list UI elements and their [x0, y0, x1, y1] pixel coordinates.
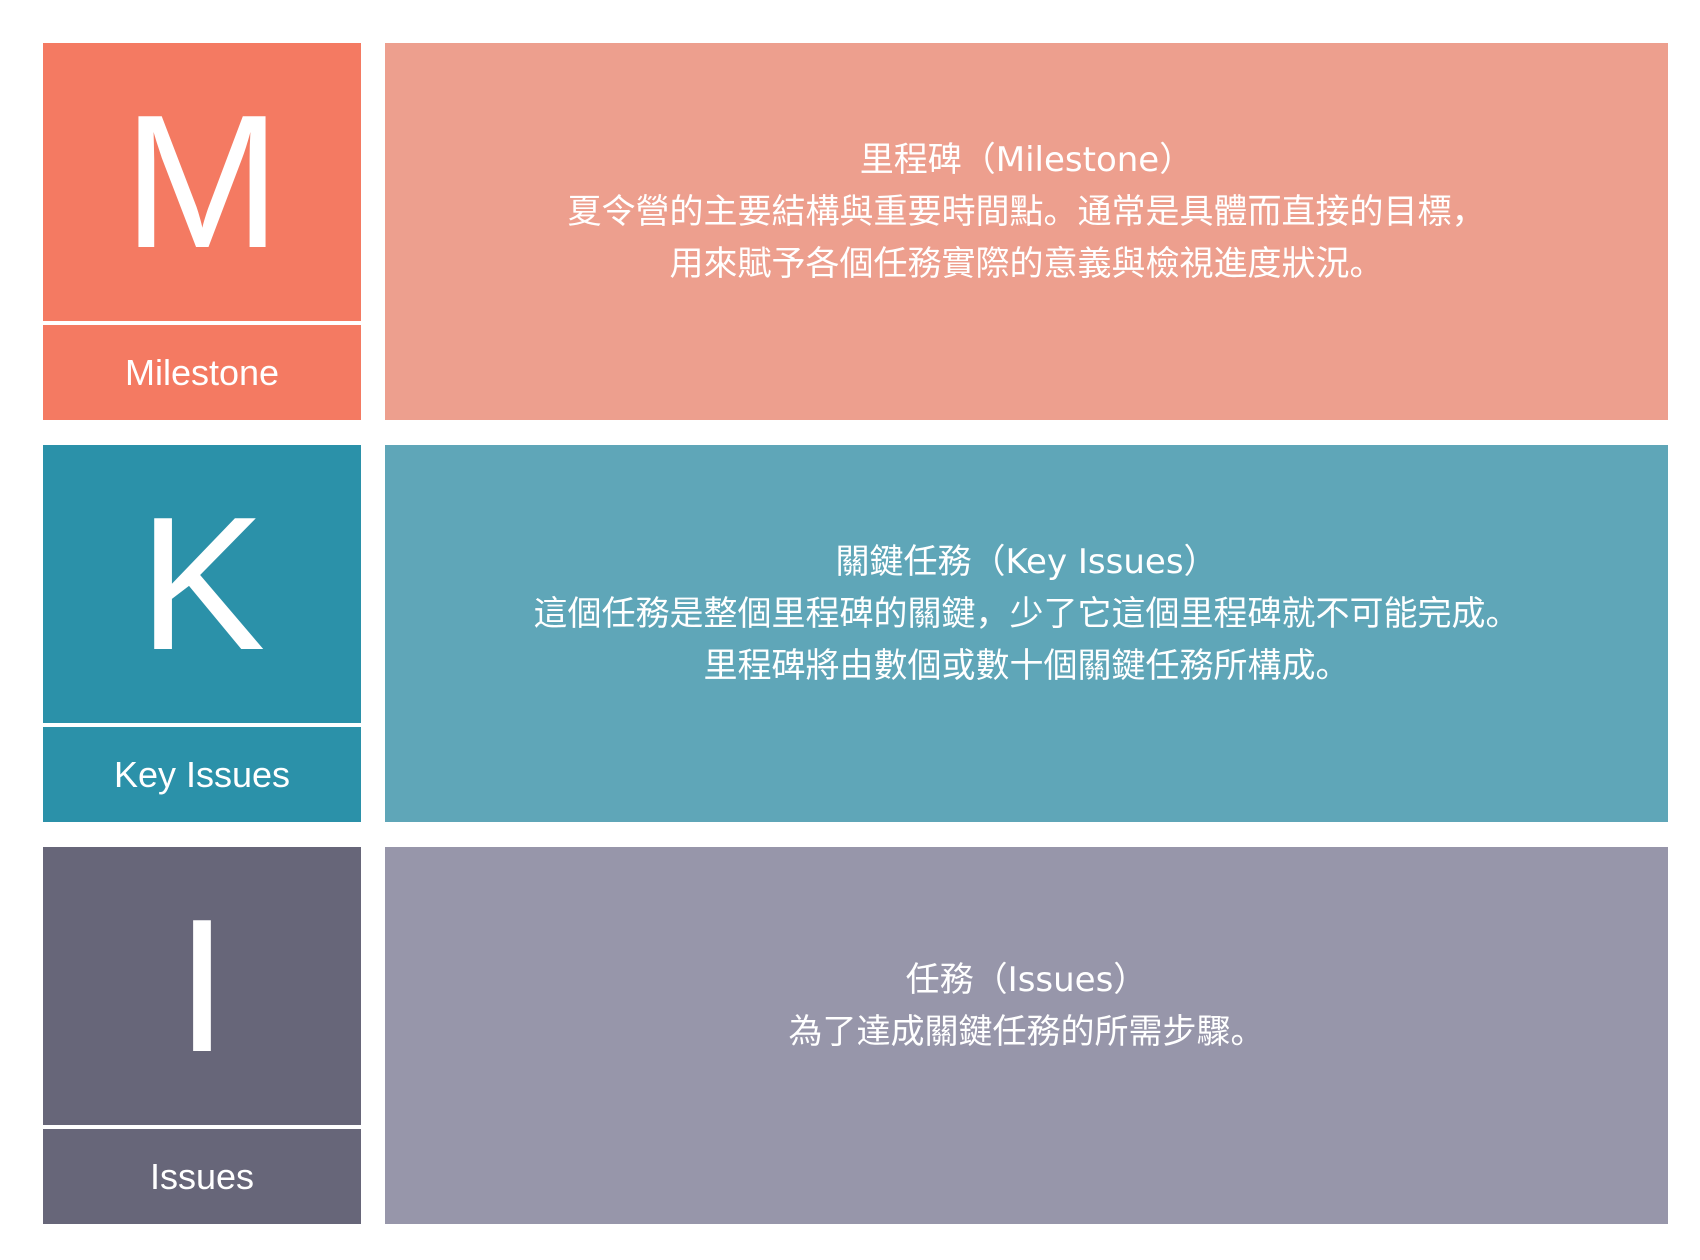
- milestone-row: M Milestone 里程碑（Milestone） 夏令營的主要結構與重要時間…: [43, 43, 1668, 420]
- milestone-desc-line-1: 夏令營的主要結構與重要時間點。通常是具體而直接的目標，: [567, 191, 1486, 232]
- issues-description: 任務（Issues） 為了達成關鍵任務的所需步驟。: [385, 847, 1668, 1224]
- key-issues-desc-line-1: 這個任務是整個里程碑的關鍵，少了它這個里程碑就不可能完成。: [533, 593, 1520, 634]
- milestone-title: 里程碑（Milestone）: [859, 139, 1194, 180]
- milestone-letter-box: M: [43, 43, 361, 321]
- milestone-label-box: Milestone: [43, 325, 361, 420]
- key-issues-letter-box: K: [43, 445, 361, 723]
- issues-desc-line-1: 為了達成關鍵任務的所需步驟。: [788, 1011, 1265, 1052]
- milestone-label: Milestone: [124, 351, 280, 393]
- milestone-tile: M Milestone: [43, 43, 361, 420]
- key-issues-description: 關鍵任務（Key Issues） 這個任務是整個里程碑的關鍵，少了它這個里程碑就…: [385, 445, 1668, 822]
- key-issues-desc-line-2: 里程碑將由數個或數十個關鍵任務所構成。: [703, 645, 1350, 686]
- milestone-desc-line-2: 用來賦予各個任務實際的意義與檢視進度狀況。: [669, 243, 1384, 284]
- issues-letter-box: I: [43, 847, 361, 1125]
- issues-title: 任務（Issues）: [905, 959, 1148, 1000]
- milestone-letter: M: [122, 76, 282, 288]
- milestone-divider: [43, 321, 361, 325]
- key-issues-row: K Key Issues 關鍵任務（Key Issues） 這個任務是整個里程碑…: [43, 445, 1668, 822]
- milestone-description: 里程碑（Milestone） 夏令營的主要結構與重要時間點。通常是具體而直接的目…: [385, 43, 1668, 420]
- key-issues-label: Key Issues: [113, 753, 291, 795]
- key-issues-title: 關鍵任務（Key Issues）: [835, 541, 1218, 582]
- key-issues-divider: [43, 723, 361, 727]
- issues-label: Issues: [149, 1155, 255, 1197]
- issues-divider: [43, 1125, 361, 1129]
- issues-tile: I Issues: [43, 847, 361, 1224]
- key-issues-letter: K: [138, 478, 266, 690]
- key-issues-tile: K Key Issues: [43, 445, 361, 822]
- issues-letter: I: [175, 880, 229, 1092]
- key-issues-label-box: Key Issues: [43, 727, 361, 822]
- issues-label-box: Issues: [43, 1129, 361, 1224]
- issues-row: I Issues 任務（Issues） 為了達成關鍵任務的所需步驟。: [43, 847, 1668, 1224]
